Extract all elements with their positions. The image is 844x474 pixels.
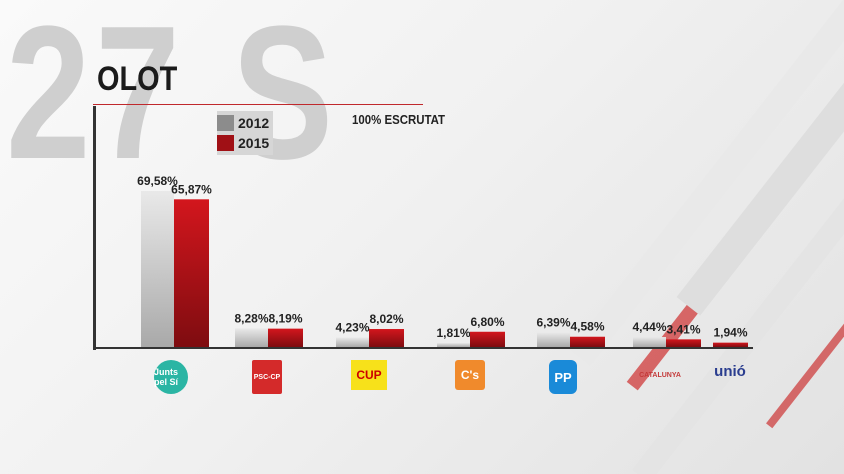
party-logo-4: PP — [549, 360, 577, 394]
bar-2012-5 — [633, 337, 666, 347]
legend-swatch-2015 — [217, 135, 234, 151]
bar-2015-5 — [666, 339, 701, 347]
bar-2015-4 — [570, 336, 605, 347]
title-underline — [93, 104, 423, 105]
data-label-2015-1: 8,19% — [268, 312, 302, 326]
party-logo-6: unió — [714, 362, 746, 380]
chart-title: OLOT — [97, 60, 178, 98]
data-label-2015-4: 4,58% — [570, 320, 604, 334]
bar-2015-6 — [713, 342, 748, 347]
legend-item-2012: 2012 — [217, 113, 269, 133]
party-logo-1: PSC-CP — [252, 360, 282, 394]
background-27s-text: 27 S — [6, 0, 338, 199]
bar-2012-1 — [235, 328, 268, 347]
party-logo-3: C's — [455, 360, 485, 390]
bar-2015-0 — [174, 199, 209, 347]
data-label-2012-5: 4,44% — [632, 320, 666, 334]
party-logo-5: CATALUNYA — [639, 371, 681, 379]
chart-subtitle: 100% ESCRUTAT — [352, 112, 446, 127]
party-logo-2: CUP — [351, 360, 387, 390]
bar-2015-3 — [470, 331, 505, 347]
bar-2012-4 — [537, 332, 570, 347]
data-label-2015-6: 1,94% — [713, 326, 747, 340]
legend: 2012 2015 — [217, 111, 274, 155]
bar-2012-0 — [141, 191, 174, 347]
data-label-2015-0: 65,87% — [171, 182, 212, 196]
data-label-2012-4: 6,39% — [536, 316, 570, 330]
legend-item-2015: 2015 — [217, 133, 269, 153]
x-axis — [93, 347, 753, 349]
data-label-2012-3: 1,81% — [436, 326, 470, 340]
data-label-2015-3: 6,80% — [470, 315, 504, 329]
data-label-2012-2: 4,23% — [335, 321, 369, 335]
bar-2012-2 — [336, 337, 369, 347]
party-logo-0: Junts pel Sí — [154, 360, 188, 394]
bar-2015-1 — [268, 328, 303, 347]
bar-2012-3 — [437, 342, 470, 347]
data-label-2012-0: 69,58% — [137, 174, 178, 188]
data-label-2012-1: 8,28% — [234, 311, 268, 325]
y-axis — [93, 106, 96, 350]
data-label-2015-5: 3,41% — [666, 322, 700, 336]
bar-2015-2 — [369, 329, 404, 347]
data-label-2015-2: 8,02% — [369, 312, 403, 326]
legend-swatch-2012 — [217, 115, 234, 131]
